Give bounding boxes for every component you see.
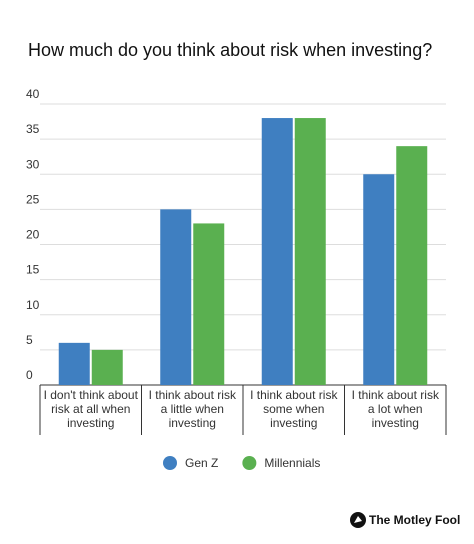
bar — [91, 349, 123, 385]
legend-label: Millennials — [264, 456, 320, 470]
chart-title: How much do you think about risk when in… — [28, 40, 432, 60]
bar — [396, 146, 428, 385]
x-tick-label: I don't think about risk at all when inv… — [43, 388, 138, 430]
x-tick-label: I think about risk some when investing — [250, 388, 338, 430]
legend-swatch — [163, 456, 177, 470]
y-tick-label: 35 — [26, 122, 40, 136]
bar — [160, 209, 192, 385]
bar — [294, 118, 326, 386]
bar — [58, 342, 90, 385]
bar — [363, 174, 395, 385]
y-tick-label: 15 — [26, 263, 40, 277]
y-tick-label: 25 — [26, 192, 40, 206]
y-tick-label: 0 — [26, 368, 33, 382]
y-tick-label: 20 — [26, 228, 40, 242]
bar — [261, 118, 293, 386]
y-tick-label: 30 — [26, 157, 40, 171]
legend-label: Gen Z — [185, 456, 218, 470]
x-tick-label: I think about risk a lot when investing — [351, 388, 439, 430]
y-tick-label: 5 — [26, 333, 33, 347]
brand-logo — [350, 512, 366, 528]
y-tick-label: 40 — [26, 87, 40, 101]
legend-swatch — [242, 456, 257, 470]
y-tick-label: 10 — [26, 298, 40, 312]
brand-text: The Motley Fool — [369, 513, 460, 527]
x-tick-label: I think about risk a little when investi… — [148, 388, 236, 430]
bar — [193, 223, 225, 385]
